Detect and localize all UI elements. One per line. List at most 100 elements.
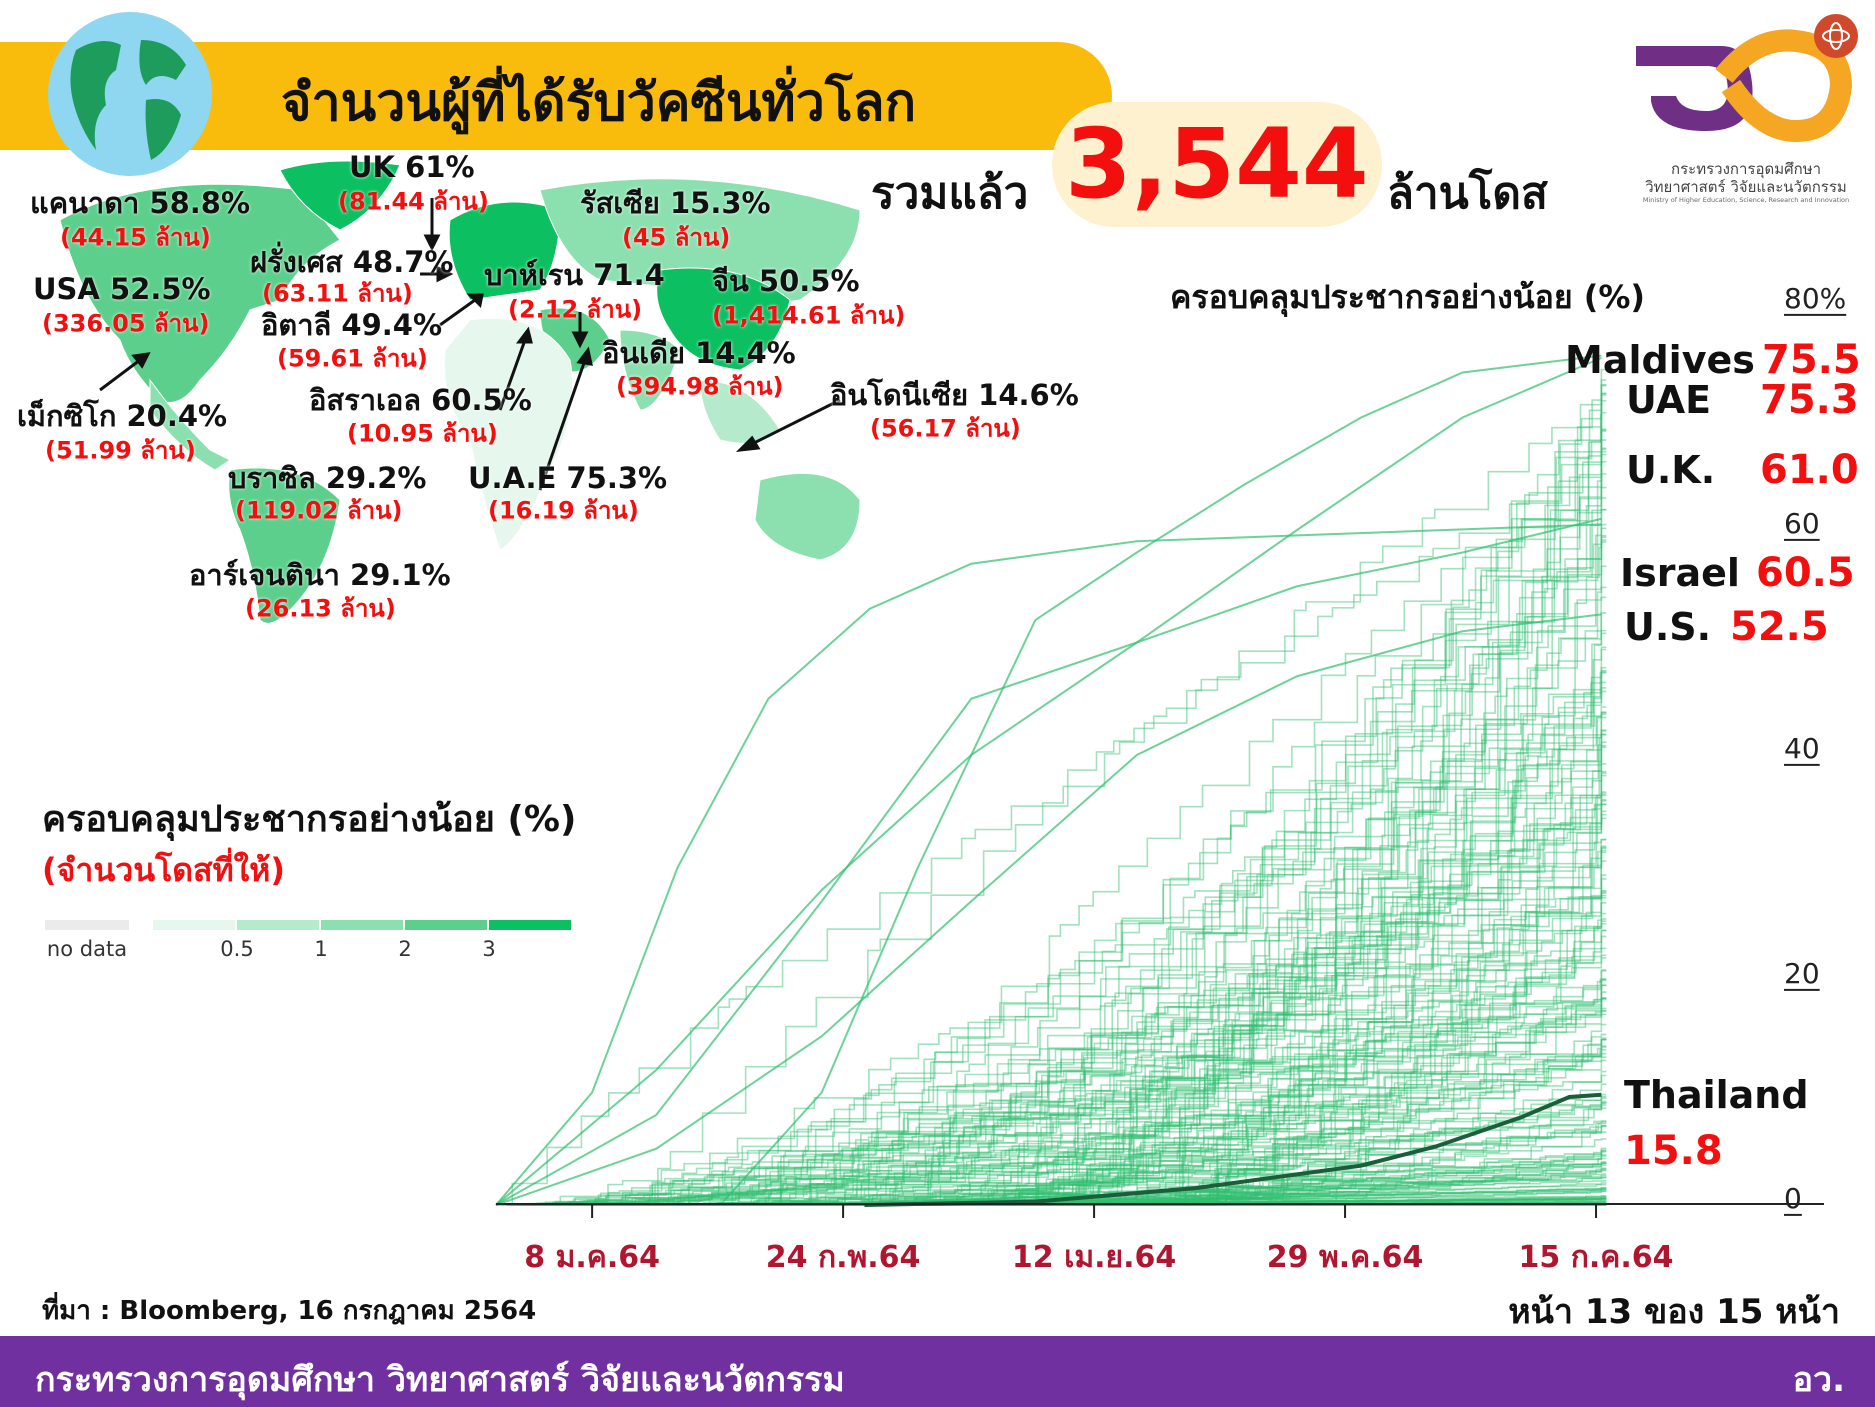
country-line xyxy=(1073,1023,1607,1206)
country-line xyxy=(1097,979,1607,1206)
country-label-value: 52.5 xyxy=(1730,604,1829,650)
country-line xyxy=(585,957,1607,1206)
vaccination-line-chart xyxy=(495,354,1824,1218)
logo-text-th-2: วิทยาศาสตร์ วิจัยและนวัตกรรม xyxy=(1645,178,1847,196)
map-north-america xyxy=(59,183,341,403)
country-line xyxy=(995,1100,1607,1206)
country-line xyxy=(506,1162,1607,1206)
map-greenland xyxy=(279,160,401,231)
country-line xyxy=(762,978,1607,1206)
country-line xyxy=(1081,713,1607,1206)
legend-color-swatch xyxy=(405,920,487,930)
arrow-head-icon xyxy=(423,234,441,252)
country-line xyxy=(882,851,1607,1206)
page-title: จำนวนผู้ที่ได้รับวัคซีนทั่วโลก xyxy=(281,73,917,133)
map-label-doses: (51.99 ล้าน) xyxy=(45,436,196,465)
country-line xyxy=(580,997,1607,1206)
country-line xyxy=(1084,1150,1607,1206)
map-label-country: อิสราเอล 60.5% xyxy=(309,383,532,417)
footer-bar xyxy=(0,1336,1875,1407)
country-line xyxy=(1152,1095,1607,1206)
country-line xyxy=(725,744,1607,1206)
map-arrows xyxy=(99,198,841,491)
country-line xyxy=(570,947,1607,1206)
series-line-israel xyxy=(495,523,1602,1206)
country-line xyxy=(856,460,1607,1206)
map-label-doses: (81.44 ล้าน) xyxy=(338,187,489,216)
total-pill xyxy=(1052,102,1382,227)
country-line xyxy=(735,1093,1607,1206)
country-label-value: 15.8 xyxy=(1624,1128,1723,1174)
x-tick-label: 12 เม.ย.64 xyxy=(1011,1240,1177,1275)
map-label-country: ฝรั่งเศส 48.7% xyxy=(250,245,454,279)
country-line xyxy=(595,1124,1607,1206)
country-line xyxy=(973,1176,1607,1206)
map-label-doses: (1,414.61 ล้าน) xyxy=(712,301,906,330)
map-label-doses: (44.15 ล้าน) xyxy=(60,223,211,252)
map-label-doses: (336.05 ล้าน) xyxy=(42,309,210,338)
country-line xyxy=(505,1056,1607,1206)
map-label-country: แคนาดา 58.8% xyxy=(30,186,251,220)
footer-abbr: อว. xyxy=(1792,1360,1845,1400)
x-tick-label: 24 ก.พ.64 xyxy=(765,1240,921,1275)
country-line xyxy=(953,847,1607,1206)
country-line xyxy=(1136,894,1607,1206)
map-label-country: รัสเซีย 15.3% xyxy=(580,186,771,220)
series-line-uk xyxy=(495,517,1602,1206)
total-doses-value: 3,544 xyxy=(1065,108,1369,220)
total-unit: ล้านโดส xyxy=(1387,168,1548,219)
country-line xyxy=(999,1149,1607,1206)
legend-color-swatch xyxy=(153,920,235,930)
x-tick-label: 8 ม.ค.64 xyxy=(524,1240,660,1275)
country-line xyxy=(547,1033,1607,1206)
country-line xyxy=(966,565,1607,1206)
country-line xyxy=(522,1120,1607,1206)
country-line xyxy=(1021,1162,1607,1206)
map-label-country: อาร์เจนตินา 29.1% xyxy=(189,558,451,592)
map-label-country: อิตาลี 49.4% xyxy=(261,308,443,342)
country-line xyxy=(865,860,1607,1206)
map-south-america xyxy=(228,467,341,624)
legend-no-data-label: no data xyxy=(46,937,128,961)
country-line xyxy=(647,1177,1607,1206)
map-label-country: U.A.E 75.3% xyxy=(468,461,668,495)
arrow-head-icon xyxy=(516,326,533,344)
country-line xyxy=(615,1122,1607,1206)
country-line xyxy=(510,486,1607,1206)
country-line xyxy=(660,741,1607,1206)
country-line xyxy=(986,453,1607,1206)
arrow-head-icon xyxy=(466,293,484,309)
country-line xyxy=(667,890,1607,1206)
country-line xyxy=(531,439,1607,1206)
legend-tick-label: 3 xyxy=(482,937,496,961)
country-line xyxy=(876,970,1607,1206)
y-tick-label: 80% xyxy=(1784,281,1847,315)
arrow-indonesia xyxy=(749,398,841,447)
logo-mark-icon xyxy=(1636,14,1858,143)
country-line xyxy=(735,849,1607,1206)
country-line xyxy=(873,648,1607,1206)
country-line xyxy=(936,902,1607,1206)
country-label-value: 75.3 xyxy=(1760,377,1859,423)
country-line xyxy=(1091,508,1607,1206)
legend-color-swatch xyxy=(237,920,319,930)
world-map xyxy=(59,160,861,624)
logo-text-en: Ministry of Higher Education, Science, R… xyxy=(1642,196,1850,204)
series-line-uae xyxy=(495,356,1602,1206)
footer-ministry: กระทรวงการอุดมศึกษา วิทยาศาสตร์ วิจัยและ… xyxy=(35,1360,845,1400)
country-line xyxy=(731,1180,1607,1206)
other-countries-lines xyxy=(496,368,1607,1206)
map-africa xyxy=(443,317,573,551)
country-line xyxy=(1149,846,1607,1206)
country-line xyxy=(757,892,1607,1206)
country-line xyxy=(496,450,1607,1206)
series-lines xyxy=(495,354,1602,1207)
country-line xyxy=(1132,497,1607,1206)
legend-no-data-swatch xyxy=(45,920,129,930)
country-line xyxy=(1171,1121,1607,1206)
country-line xyxy=(520,1097,1607,1206)
map-label-doses: (56.17 ล้าน) xyxy=(870,414,1021,443)
country-line xyxy=(899,810,1607,1206)
series-line-thailand xyxy=(864,1092,1602,1207)
x-tick-label: 29 พ.ค.64 xyxy=(1266,1240,1424,1275)
